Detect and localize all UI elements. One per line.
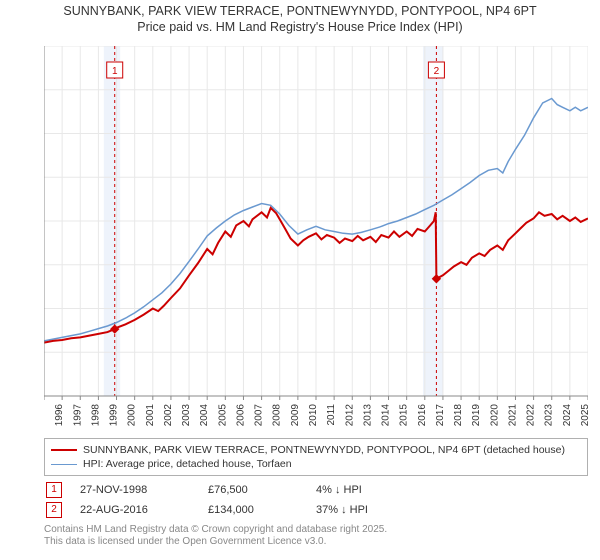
svg-text:2008: 2008	[272, 404, 283, 427]
chart-container: SUNNYBANK, PARK VIEW TERRACE, PONTNEWYNY…	[0, 0, 600, 560]
svg-text:1: 1	[112, 66, 118, 77]
legend-item: SUNNYBANK, PARK VIEW TERRACE, PONTNEWYNY…	[51, 443, 581, 457]
svg-text:2018: 2018	[453, 404, 464, 427]
legend-item: HPI: Average price, detached house, Torf…	[51, 457, 581, 471]
svg-text:2017: 2017	[435, 404, 446, 427]
svg-text:2019: 2019	[471, 404, 482, 427]
marker-row: 1 27-NOV-1998 £76,500 4% ↓ HPI	[44, 480, 588, 500]
svg-text:2002: 2002	[163, 404, 174, 427]
legend-label: SUNNYBANK, PARK VIEW TERRACE, PONTNEWYNY…	[83, 443, 565, 457]
svg-text:2014: 2014	[381, 404, 392, 427]
svg-text:2025: 2025	[580, 404, 588, 427]
marker-pct: 4% ↓ HPI	[316, 484, 426, 496]
svg-text:2000: 2000	[127, 404, 138, 427]
marker-number-box: 2	[46, 502, 62, 518]
legend-swatch	[51, 464, 77, 465]
svg-text:2013: 2013	[362, 404, 373, 427]
title-line-2: Price paid vs. HM Land Registry's House …	[0, 20, 600, 36]
marker-date: 27-NOV-1998	[80, 484, 190, 496]
legend-label: HPI: Average price, detached house, Torf…	[83, 457, 292, 471]
svg-text:2003: 2003	[181, 404, 192, 427]
svg-text:2022: 2022	[526, 404, 537, 427]
marker-price: £134,000	[208, 504, 298, 516]
marker-date: 22-AUG-2016	[80, 504, 190, 516]
svg-text:2012: 2012	[344, 404, 355, 427]
svg-text:2021: 2021	[507, 404, 518, 427]
copyright-line-2: This data is licensed under the Open Gov…	[44, 536, 387, 548]
svg-text:2023: 2023	[544, 404, 555, 427]
line-chart-svg: 12£0£50K£100K£150K£200K£250K£300K£350K£4…	[44, 46, 588, 430]
title-line-1: SUNNYBANK, PARK VIEW TERRACE, PONTNEWYNY…	[0, 4, 600, 20]
svg-text:2: 2	[434, 66, 440, 77]
legend-box: SUNNYBANK, PARK VIEW TERRACE, PONTNEWYNY…	[44, 438, 588, 476]
svg-text:2009: 2009	[290, 404, 301, 427]
chart-area: 12£0£50K£100K£150K£200K£250K£300K£350K£4…	[44, 46, 588, 430]
svg-text:2004: 2004	[199, 404, 210, 427]
svg-text:2016: 2016	[417, 404, 428, 427]
svg-text:1997: 1997	[72, 404, 83, 427]
svg-text:2010: 2010	[308, 404, 319, 427]
copyright-notice: Contains HM Land Registry data © Crown c…	[44, 524, 387, 548]
svg-text:2011: 2011	[326, 404, 337, 426]
marker-price: £76,500	[208, 484, 298, 496]
event-markers-table: 1 27-NOV-1998 £76,500 4% ↓ HPI 2 22-AUG-2016 £…	[44, 480, 588, 520]
svg-text:2006: 2006	[235, 404, 246, 427]
copyright-line-1: Contains HM Land Registry data © Crown c…	[44, 524, 387, 536]
marker-row: 2 22-AUG-2016 £134,000 37% ↓ HPI	[44, 500, 588, 520]
marker-pct: 37% ↓ HPI	[316, 504, 426, 516]
svg-text:1995: 1995	[44, 404, 47, 427]
svg-text:1998: 1998	[90, 404, 101, 427]
svg-text:2020: 2020	[489, 404, 500, 427]
svg-text:2005: 2005	[217, 404, 228, 427]
svg-text:2024: 2024	[562, 404, 573, 427]
svg-text:2015: 2015	[399, 404, 410, 427]
svg-text:1999: 1999	[109, 404, 120, 427]
marker-number-box: 1	[46, 482, 62, 498]
svg-text:1996: 1996	[54, 404, 65, 427]
svg-text:2001: 2001	[145, 404, 156, 427]
svg-text:2007: 2007	[254, 404, 265, 427]
chart-title-block: SUNNYBANK, PARK VIEW TERRACE, PONTNEWYNY…	[0, 0, 600, 35]
legend-swatch	[51, 449, 77, 451]
